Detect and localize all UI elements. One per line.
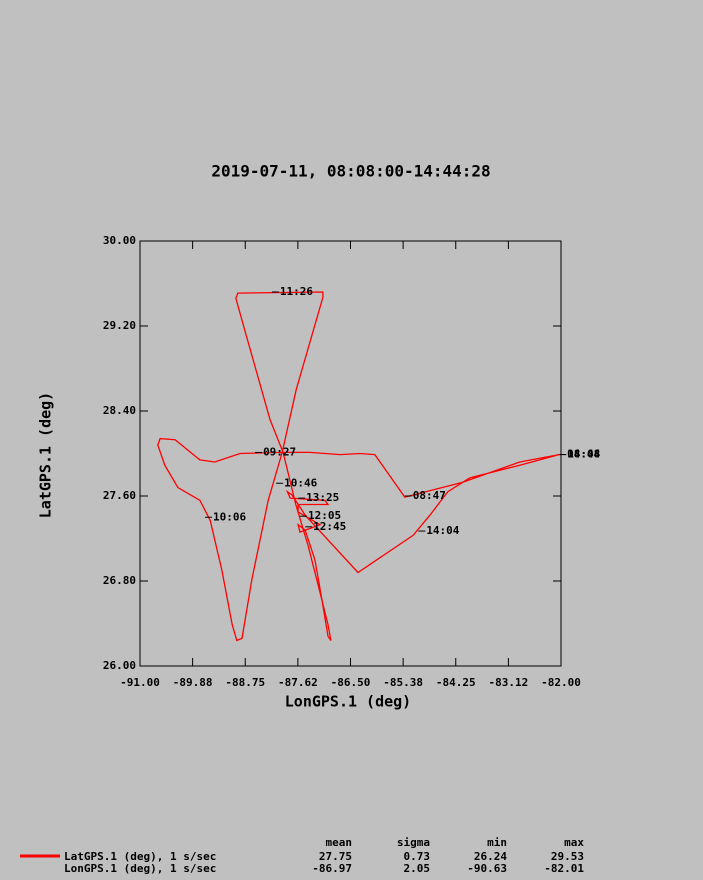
- y-tick-label: 26.00: [103, 659, 136, 672]
- annotation: 10:06: [213, 510, 246, 523]
- stats-value: 26.24: [474, 850, 507, 863]
- y-tick-label: 28.40: [103, 404, 136, 417]
- x-tick-label: -87.62: [278, 676, 318, 689]
- chart-title: 2019-07-11, 08:08:00-14:44:28: [211, 162, 490, 181]
- stats-value: 27.75: [319, 850, 352, 863]
- annotation: 10:46: [284, 476, 317, 489]
- stats-value: 0.73: [404, 850, 431, 863]
- stats-value: -86.97: [312, 862, 352, 875]
- x-tick-label: -89.88: [173, 676, 213, 689]
- y-tick-label: 27.60: [103, 489, 136, 502]
- legend-label: LatGPS.1 (deg), 1 s/sec: [64, 850, 216, 863]
- annotation: 14:04: [426, 524, 459, 537]
- x-tick-label: -82.00: [541, 676, 581, 689]
- stats-value: 29.53: [551, 850, 584, 863]
- stats-value: -90.63: [467, 862, 507, 875]
- x-tick-label: -91.00: [120, 676, 160, 689]
- annotation: 08:08: [567, 448, 600, 461]
- annotation: 12:45: [313, 520, 346, 533]
- stats-header: min: [487, 836, 507, 849]
- y-axis-label: LatGPS.1 (deg): [37, 392, 55, 518]
- x-tick-label: -84.25: [436, 676, 476, 689]
- y-tick-label: 29.20: [103, 319, 136, 332]
- annotation: 12:05: [308, 509, 341, 522]
- track-line: [157, 291, 560, 642]
- stats-value: -82.01: [544, 862, 584, 875]
- stats-header: mean: [326, 836, 353, 849]
- annotation: 13:25: [306, 491, 339, 504]
- x-tick-label: -88.75: [225, 676, 265, 689]
- annotation: 09:27: [263, 445, 296, 458]
- y-tick-label: 26.80: [103, 574, 136, 587]
- stats-header: max: [564, 836, 584, 849]
- annotation: 08:47: [413, 489, 446, 502]
- x-tick-label: -85.38: [383, 676, 423, 689]
- x-tick-label: -86.50: [331, 676, 371, 689]
- stats-value: 2.05: [404, 862, 431, 875]
- annotation: 11:26: [280, 285, 313, 298]
- legend-label: LonGPS.1 (deg), 1 s/sec: [64, 862, 216, 875]
- x-tick-label: -83.12: [489, 676, 529, 689]
- annotation: 14:44: [567, 448, 600, 461]
- stats-header: sigma: [397, 836, 430, 849]
- x-axis-label: LonGPS.1 (deg): [285, 693, 411, 711]
- y-tick-label: 30.00: [103, 234, 136, 247]
